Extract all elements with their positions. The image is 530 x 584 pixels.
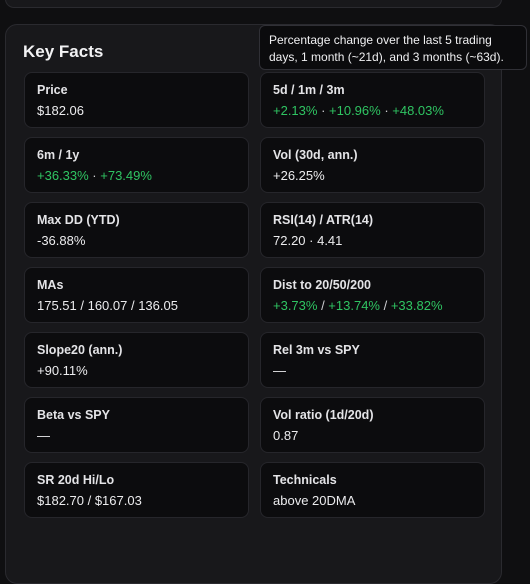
card-label: Dist to 20/50/200 — [273, 278, 371, 292]
card-label: Rel 3m vs SPY — [273, 343, 360, 357]
card-label: Vol (30d, ann.) — [273, 148, 358, 162]
card-technicals: Technicals above 20DMA — [260, 462, 485, 518]
return-3m: +48.03% — [392, 103, 444, 118]
card-label: Beta vs SPY — [37, 408, 110, 422]
card-label: Vol ratio (1d/20d) — [273, 408, 374, 422]
card-label: 5d / 1m / 3m — [273, 83, 345, 97]
card-returns-short[interactable]: 5d / 1m / 3m +2.13% · +10.96% · +48.03% — [260, 72, 485, 128]
card-value: -36.88% — [37, 233, 86, 248]
separator: · — [317, 103, 330, 118]
dist-200: +33.82% — [390, 298, 443, 313]
card-label: Max DD (YTD) — [37, 213, 120, 227]
card-value: 0.87 — [273, 428, 299, 443]
return-1y: +73.49% — [100, 168, 152, 183]
card-volatility: Vol (30d, ann.) +26.25% — [260, 137, 485, 193]
card-slope: Slope20 (ann.) +90.11% — [24, 332, 249, 388]
card-value: +90.11% — [37, 363, 88, 378]
card-value: — — [273, 363, 286, 378]
card-label: Price — [37, 83, 68, 97]
card-returns-long: 6m / 1y +36.33% · +73.49% — [24, 137, 249, 193]
card-value: — — [37, 428, 50, 443]
card-price: Price $182.06 — [24, 72, 249, 128]
return-1m: +10.96% — [329, 103, 381, 118]
previous-panel-edge — [5, 0, 502, 8]
card-label: Technicals — [273, 473, 337, 487]
card-beta: Beta vs SPY — — [24, 397, 249, 453]
separator: · — [88, 168, 101, 183]
card-support-resistance: SR 20d Hi/Lo $182.70 / $167.03 — [24, 462, 249, 518]
card-label: MAs — [37, 278, 64, 292]
card-value: 175.51 / 160.07 / 136.05 — [37, 298, 178, 313]
card-rsi-atr: RSI(14) / ATR(14) 72.20 · 4.41 — [260, 202, 485, 258]
dist-20: +3.73% — [273, 298, 318, 313]
returns-tooltip: Percentage change over the last 5 tradin… — [259, 25, 527, 70]
panel-title: Key Facts — [23, 42, 104, 61]
card-moving-averages: MAs 175.51 / 160.07 / 136.05 — [24, 267, 249, 323]
separator: / — [379, 298, 391, 313]
card-max-drawdown: Max DD (YTD) -36.88% — [24, 202, 249, 258]
card-label: RSI(14) / ATR(14) — [273, 213, 374, 227]
card-label: SR 20d Hi/Lo — [37, 473, 115, 487]
dist-50: +13.74% — [328, 298, 380, 313]
card-value: +26.25% — [273, 168, 325, 183]
return-5d: +2.13% — [273, 103, 318, 118]
card-distance-to-mas: Dist to 20/50/200 +3.73% / +13.74% / +33… — [260, 267, 485, 323]
card-volume-ratio: Vol ratio (1d/20d) 0.87 — [260, 397, 485, 453]
card-value: $182.06 — [37, 103, 84, 118]
card-relative-strength: Rel 3m vs SPY — — [260, 332, 485, 388]
card-value: above 20DMA — [273, 493, 356, 508]
return-6m: +36.33% — [37, 168, 89, 183]
card-label: 6m / 1y — [37, 148, 80, 162]
card-value: +36.33% · +73.49% — [37, 168, 152, 183]
card-label: Slope20 (ann.) — [37, 343, 123, 357]
separator: / — [317, 298, 329, 313]
card-value: +2.13% · +10.96% · +48.03% — [273, 103, 444, 118]
card-value: 72.20 · 4.41 — [273, 233, 343, 248]
card-value: +3.73% / +13.74% / +33.82% — [273, 298, 443, 313]
separator: · — [380, 103, 393, 118]
card-value: $182.70 / $167.03 — [37, 493, 142, 508]
